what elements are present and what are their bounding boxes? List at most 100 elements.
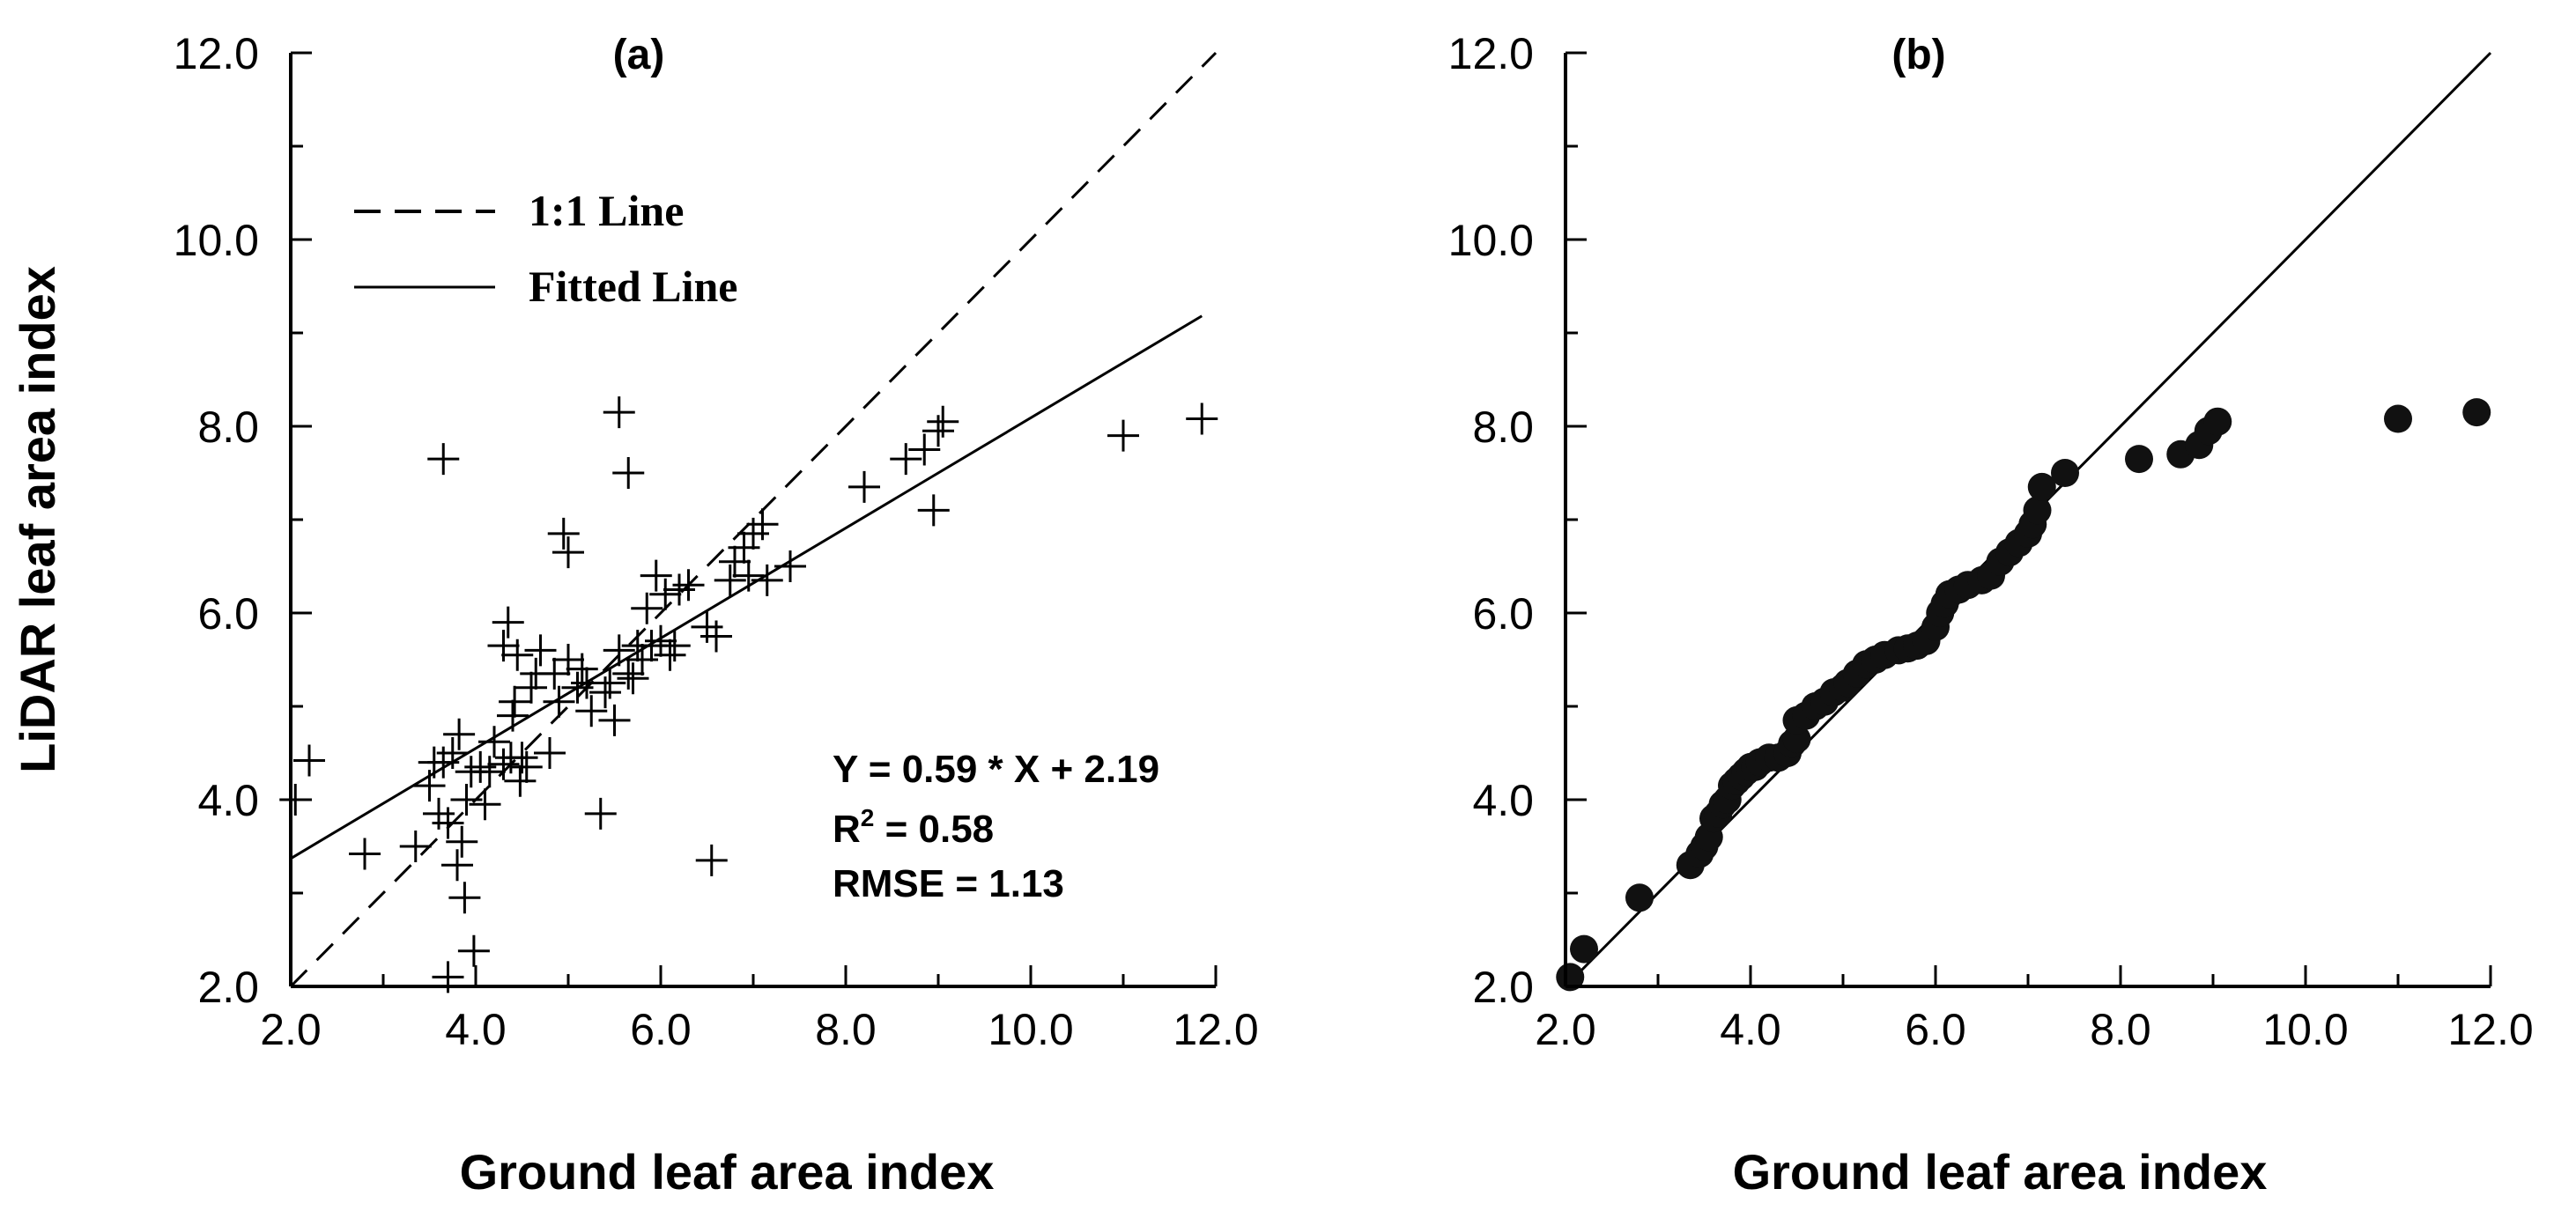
data-point bbox=[1570, 934, 1598, 964]
data-point bbox=[728, 531, 760, 564]
data-point bbox=[446, 825, 478, 858]
x-tick-label: 2.0 bbox=[1535, 1005, 1596, 1054]
data-point bbox=[1186, 402, 1218, 435]
r-squared-prefix: R bbox=[833, 808, 861, 851]
data-point bbox=[908, 433, 941, 466]
rmse: RMSE = 1.13 bbox=[833, 862, 1064, 905]
data-point bbox=[566, 653, 598, 685]
y-tick-label: 6.0 bbox=[1472, 589, 1534, 639]
data-point bbox=[746, 508, 779, 541]
y-tick-label: 8.0 bbox=[197, 402, 259, 452]
data-point bbox=[714, 564, 746, 596]
data-point bbox=[469, 788, 501, 821]
legend-one-to-one-label: 1:1 Line bbox=[529, 186, 684, 235]
x-tick-label: 12.0 bbox=[1173, 1005, 1258, 1054]
data-point bbox=[890, 443, 922, 476]
data-point bbox=[737, 517, 769, 550]
y-tick-label: 4.0 bbox=[1472, 776, 1534, 825]
panel-a-stats: Y = 0.59 * X + 2.19 R2 = 0.58 RMSE = 1.1… bbox=[833, 748, 1159, 905]
x-tick-label: 8.0 bbox=[815, 1005, 877, 1054]
data-point bbox=[658, 630, 691, 662]
x-tick-label: 12.0 bbox=[2447, 1005, 2533, 1054]
data-point bbox=[501, 639, 534, 671]
panel-a-ticks bbox=[289, 51, 1218, 988]
data-point bbox=[534, 737, 566, 769]
data-point bbox=[443, 718, 476, 750]
data-point bbox=[432, 807, 464, 839]
panel-a-y-tick-labels: 2.0 4.0 6.0 8.0 10.0 12.0 bbox=[174, 29, 259, 1012]
data-point bbox=[552, 536, 584, 569]
data-point bbox=[2462, 398, 2491, 427]
y-tick-label: 10.0 bbox=[174, 216, 259, 265]
data-point bbox=[700, 620, 732, 653]
data-point bbox=[575, 695, 608, 727]
data-point bbox=[927, 405, 959, 438]
data-point bbox=[293, 744, 325, 777]
panel-a-plot-area bbox=[279, 51, 1218, 993]
data-point bbox=[464, 750, 497, 783]
data-point bbox=[584, 797, 617, 830]
data-point bbox=[436, 737, 469, 769]
data-point bbox=[672, 569, 705, 602]
data-point bbox=[922, 415, 954, 447]
data-point bbox=[2384, 404, 2412, 433]
y-tick-label: 4.0 bbox=[197, 776, 259, 825]
panel-a-title: (a) bbox=[613, 32, 665, 78]
data-point bbox=[695, 844, 728, 876]
data-point bbox=[543, 685, 575, 718]
panel-b-y-tick-labels: 2.0 4.0 6.0 8.0 10.0 12.0 bbox=[1448, 29, 1534, 1012]
data-point bbox=[774, 550, 806, 582]
data-point bbox=[598, 704, 631, 736]
data-point bbox=[538, 657, 571, 690]
data-point bbox=[1625, 883, 1654, 912]
x-tick-label: 8.0 bbox=[2090, 1005, 2151, 1054]
data-point bbox=[499, 685, 531, 718]
panel-a-legend: 1:1 Line Fitted Line bbox=[354, 186, 737, 311]
x-tick-label: 10.0 bbox=[2262, 1005, 2348, 1054]
data-point bbox=[663, 573, 695, 606]
data-point bbox=[427, 443, 460, 476]
data-point bbox=[612, 657, 645, 690]
panel-b-plot-area bbox=[1556, 51, 2492, 992]
x-tick-label: 4.0 bbox=[1720, 1005, 1781, 1054]
data-point bbox=[589, 676, 621, 709]
y-tick-label: 2.0 bbox=[197, 963, 259, 1012]
panel-a-y-axis-title: LiDAR leaf area index bbox=[10, 266, 65, 773]
x-tick-label: 2.0 bbox=[260, 1005, 322, 1054]
data-point bbox=[649, 578, 682, 610]
data-point bbox=[552, 644, 584, 676]
data-point bbox=[515, 671, 547, 704]
y-tick-label: 12.0 bbox=[174, 29, 259, 78]
data-point bbox=[441, 849, 473, 882]
data-point bbox=[497, 699, 529, 732]
data-point bbox=[645, 624, 677, 657]
one-to-one-line bbox=[289, 51, 1218, 988]
panel-a-x-axis-title: Ground leaf area index bbox=[460, 1144, 995, 1200]
panel-b-ticks bbox=[1564, 51, 2492, 988]
data-point bbox=[2027, 472, 2056, 501]
panel-b-title: (b) bbox=[1891, 32, 1945, 78]
y-tick-label: 2.0 bbox=[1472, 963, 1534, 1012]
data-point bbox=[349, 838, 381, 870]
data-point bbox=[1556, 963, 1585, 992]
x-tick-label: 10.0 bbox=[988, 1005, 1073, 1054]
panel-b-x-tick-labels: 2.0 4.0 6.0 8.0 10.0 12.0 bbox=[1535, 1005, 2533, 1054]
data-point bbox=[457, 934, 490, 967]
y-tick-label: 12.0 bbox=[1448, 29, 1534, 78]
data-point bbox=[448, 882, 481, 914]
data-point bbox=[473, 756, 506, 788]
data-point bbox=[524, 634, 557, 667]
data-point bbox=[450, 784, 483, 816]
data-point bbox=[751, 564, 783, 596]
legend-fitted-label: Fitted Line bbox=[529, 262, 737, 311]
data-point bbox=[626, 644, 658, 676]
data-point bbox=[617, 662, 649, 695]
data-point bbox=[594, 667, 626, 699]
r-squared: R2 = 0.58 bbox=[833, 804, 994, 851]
r-squared-value: = 0.58 bbox=[874, 808, 994, 851]
data-point bbox=[510, 750, 543, 783]
x-tick-label: 6.0 bbox=[1905, 1005, 1966, 1054]
data-point bbox=[917, 494, 950, 527]
data-point bbox=[603, 634, 635, 667]
